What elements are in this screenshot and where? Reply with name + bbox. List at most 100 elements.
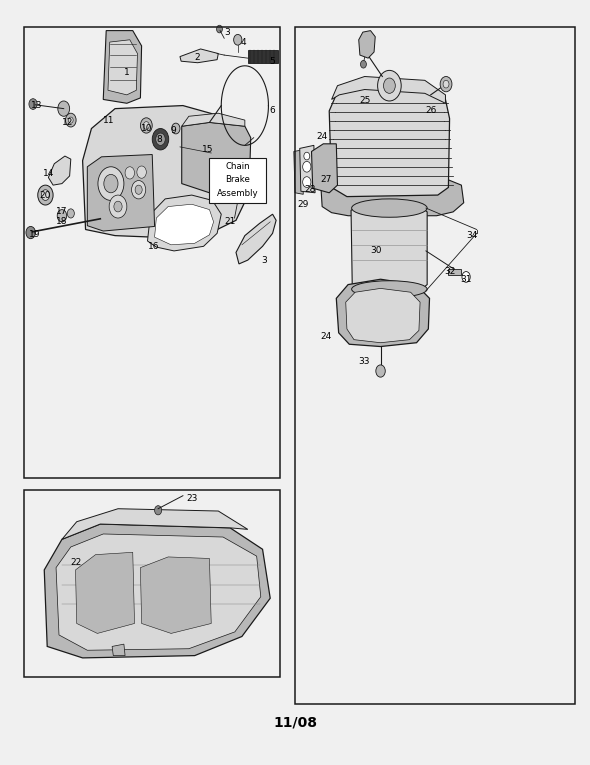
Polygon shape xyxy=(312,144,337,193)
Polygon shape xyxy=(351,202,427,295)
Circle shape xyxy=(303,161,311,172)
Text: 8: 8 xyxy=(156,135,162,144)
Bar xyxy=(448,269,461,275)
Circle shape xyxy=(132,181,146,199)
Polygon shape xyxy=(87,155,155,231)
Polygon shape xyxy=(56,534,261,650)
Circle shape xyxy=(155,506,162,515)
Circle shape xyxy=(125,167,135,179)
Text: 30: 30 xyxy=(370,246,382,256)
Polygon shape xyxy=(180,49,218,63)
Circle shape xyxy=(68,117,73,123)
Circle shape xyxy=(440,76,452,92)
Circle shape xyxy=(26,226,35,239)
Circle shape xyxy=(41,190,50,200)
Polygon shape xyxy=(182,113,245,126)
Circle shape xyxy=(57,210,67,222)
Text: Brake: Brake xyxy=(225,175,250,184)
Text: 33: 33 xyxy=(358,356,370,366)
Polygon shape xyxy=(346,288,420,343)
Text: 24: 24 xyxy=(320,332,332,341)
Text: 29: 29 xyxy=(297,200,309,209)
Text: 10: 10 xyxy=(140,124,152,133)
Circle shape xyxy=(378,70,401,101)
Text: 16: 16 xyxy=(148,242,159,251)
Circle shape xyxy=(304,152,310,160)
Text: 24: 24 xyxy=(316,132,327,141)
Polygon shape xyxy=(336,279,430,347)
Ellipse shape xyxy=(352,281,427,298)
Circle shape xyxy=(29,99,37,109)
Text: 6: 6 xyxy=(270,106,276,116)
Text: Chain: Chain xyxy=(225,161,250,171)
Text: Assembly: Assembly xyxy=(217,189,258,198)
Circle shape xyxy=(104,174,118,193)
Circle shape xyxy=(172,123,180,134)
Polygon shape xyxy=(112,644,125,656)
Text: 3: 3 xyxy=(261,256,267,265)
Text: 20: 20 xyxy=(40,190,51,200)
Text: 4: 4 xyxy=(241,37,247,47)
Polygon shape xyxy=(332,76,445,103)
Text: 28: 28 xyxy=(304,185,316,194)
Text: 23: 23 xyxy=(186,494,198,503)
Circle shape xyxy=(303,177,311,187)
Polygon shape xyxy=(236,214,276,264)
Bar xyxy=(24,27,280,478)
Text: 34: 34 xyxy=(466,231,478,240)
Circle shape xyxy=(234,34,242,45)
Polygon shape xyxy=(62,509,248,539)
Polygon shape xyxy=(182,122,251,193)
Text: 11: 11 xyxy=(103,116,115,125)
Polygon shape xyxy=(108,40,137,95)
Circle shape xyxy=(217,25,222,33)
Polygon shape xyxy=(329,82,450,197)
Text: 19: 19 xyxy=(28,230,40,239)
Bar xyxy=(24,490,280,677)
Text: 15: 15 xyxy=(202,145,214,154)
Text: 25: 25 xyxy=(359,96,371,106)
Polygon shape xyxy=(48,156,71,185)
Circle shape xyxy=(114,201,122,212)
Circle shape xyxy=(384,78,395,93)
Polygon shape xyxy=(300,145,315,193)
Circle shape xyxy=(58,101,70,116)
Circle shape xyxy=(140,118,152,133)
Polygon shape xyxy=(294,150,303,194)
Polygon shape xyxy=(140,557,211,633)
Circle shape xyxy=(462,272,470,282)
Text: 31: 31 xyxy=(460,275,472,284)
Polygon shape xyxy=(148,195,221,251)
Text: 17: 17 xyxy=(56,207,68,216)
Polygon shape xyxy=(321,176,464,216)
Polygon shape xyxy=(103,31,142,103)
Polygon shape xyxy=(107,112,133,135)
Circle shape xyxy=(143,122,149,129)
Text: 32: 32 xyxy=(444,267,455,276)
Text: 12: 12 xyxy=(62,118,74,127)
Bar xyxy=(295,27,575,704)
Bar xyxy=(248,50,278,63)
Text: 21: 21 xyxy=(224,217,236,226)
Text: 26: 26 xyxy=(425,106,437,116)
Circle shape xyxy=(38,185,53,205)
Circle shape xyxy=(135,185,142,194)
Bar xyxy=(209,158,266,203)
Text: 5: 5 xyxy=(270,57,276,66)
Polygon shape xyxy=(155,204,214,245)
Circle shape xyxy=(137,166,146,178)
Text: 2: 2 xyxy=(195,53,201,62)
Text: 13: 13 xyxy=(31,101,43,110)
Circle shape xyxy=(67,209,74,218)
Text: 9: 9 xyxy=(171,125,176,135)
Polygon shape xyxy=(83,106,249,237)
Ellipse shape xyxy=(352,199,427,217)
Text: 22: 22 xyxy=(70,558,81,567)
Circle shape xyxy=(156,133,165,145)
Text: 14: 14 xyxy=(42,169,54,178)
Circle shape xyxy=(65,113,76,127)
Circle shape xyxy=(109,195,127,218)
Polygon shape xyxy=(44,524,270,658)
Circle shape xyxy=(152,129,169,150)
Circle shape xyxy=(360,60,366,68)
